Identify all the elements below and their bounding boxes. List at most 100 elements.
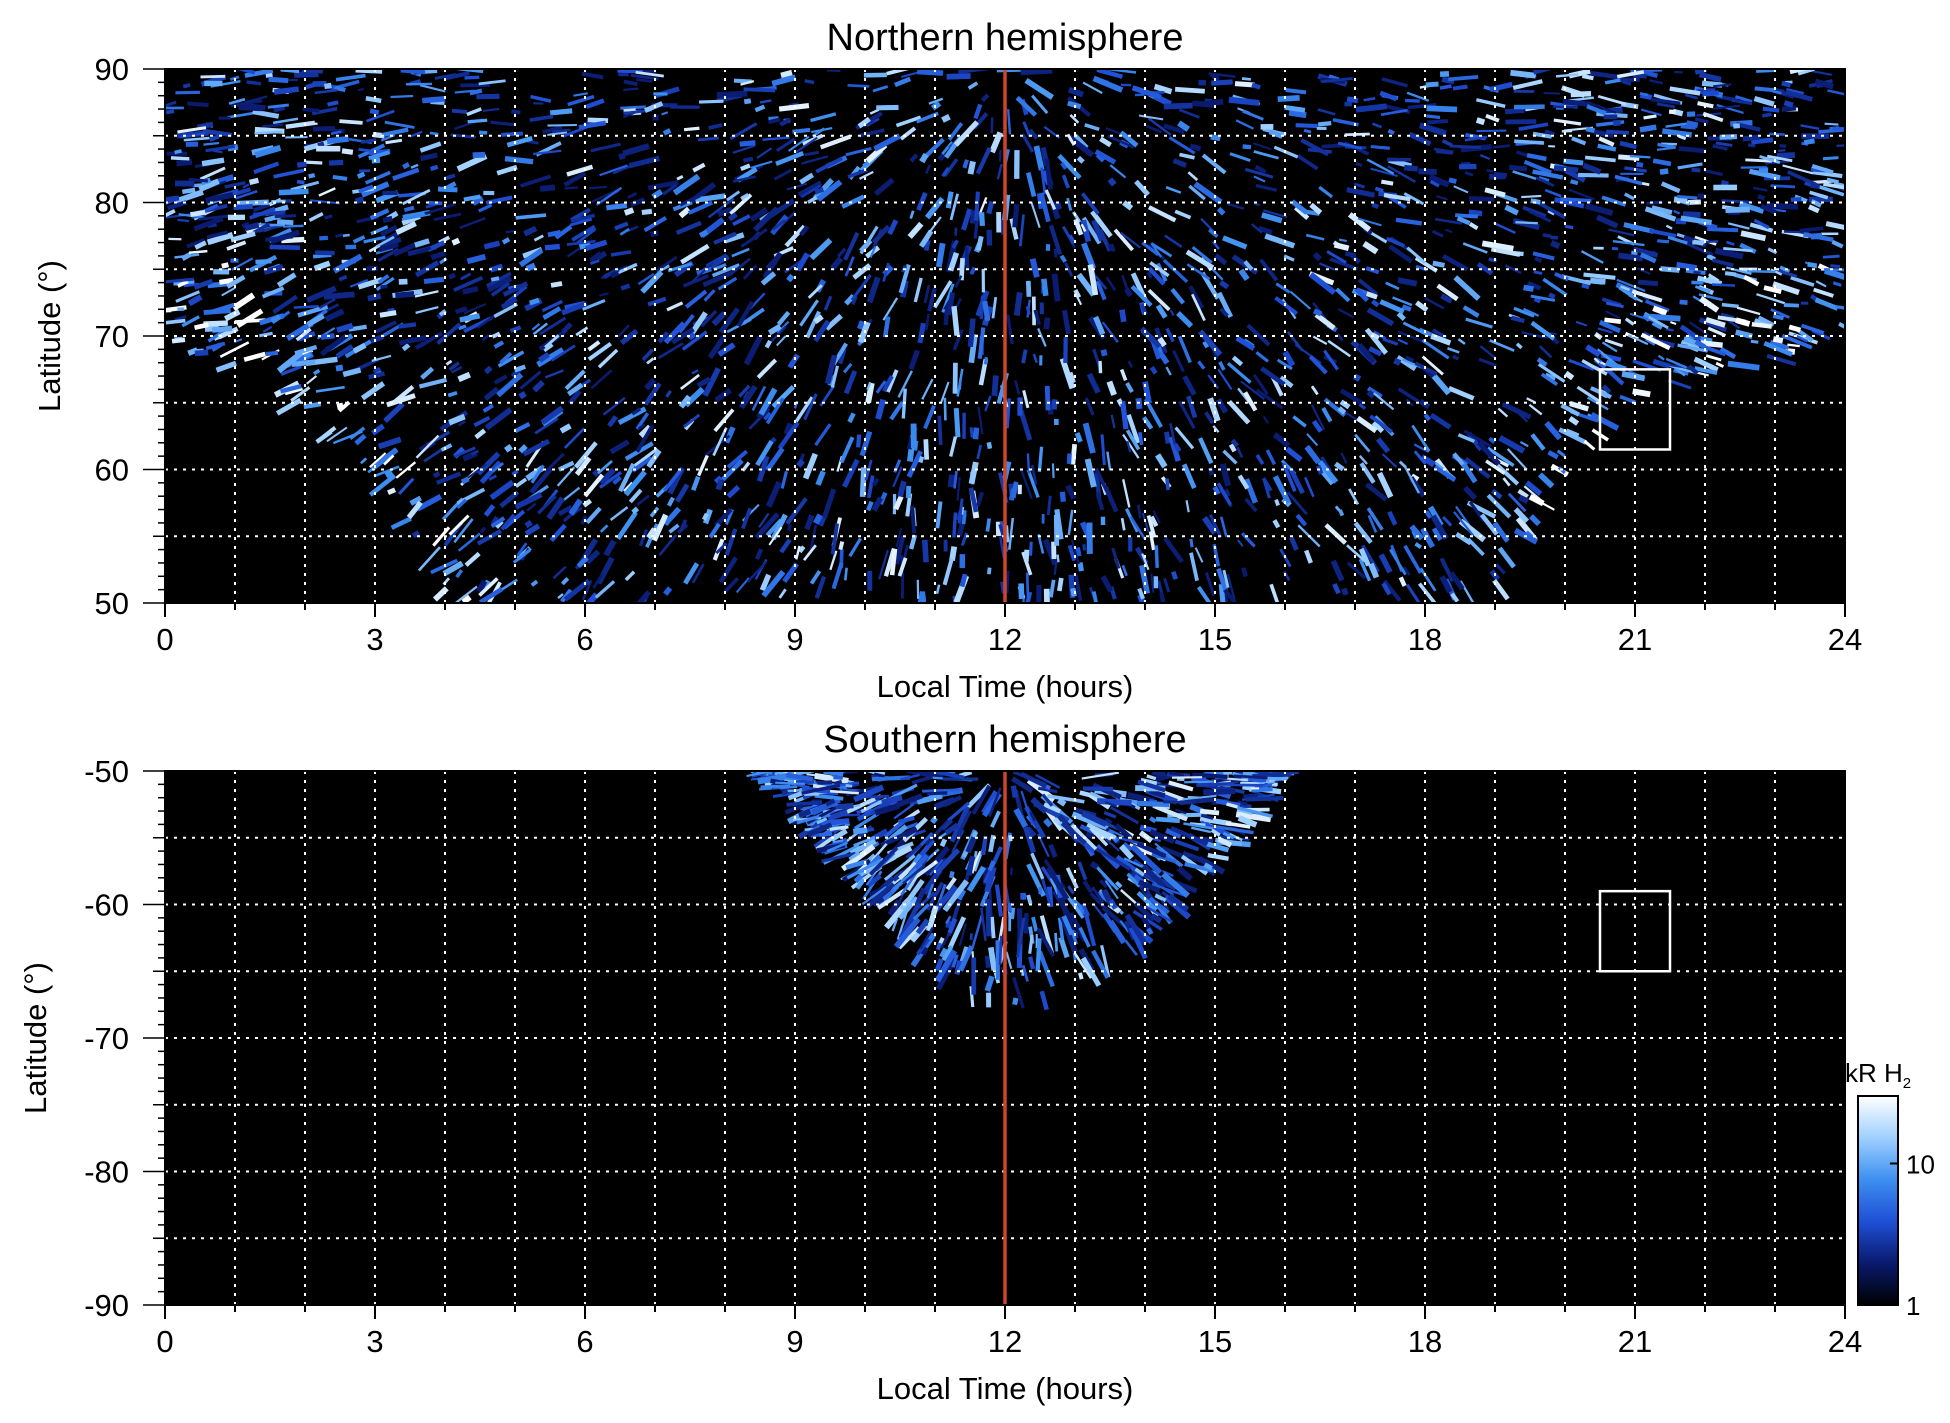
emission-streak — [395, 291, 415, 299]
emission-streak — [1061, 309, 1071, 335]
emission-streak — [1177, 335, 1192, 364]
emission-streak — [1155, 816, 1181, 824]
emission-streak — [1660, 181, 1681, 194]
emission-streak — [996, 163, 1003, 180]
emission-streak — [787, 524, 792, 532]
emission-streak — [313, 260, 331, 272]
emission-streak — [1434, 217, 1463, 225]
emission-streak — [423, 276, 445, 284]
emission-streak — [844, 256, 855, 277]
emission-streak — [1636, 161, 1644, 168]
emission-streak — [1367, 514, 1378, 533]
emission-streak — [776, 320, 790, 334]
emission-streak — [1186, 395, 1198, 419]
emission-streak — [921, 378, 934, 400]
emission-streak — [1204, 411, 1215, 425]
emission-streak — [283, 224, 304, 228]
emission-streak — [1025, 306, 1031, 315]
emission-streak — [743, 87, 776, 93]
emission-streak — [1226, 361, 1252, 384]
emission-streak — [571, 224, 596, 242]
emission-streak — [1373, 330, 1387, 341]
emission-streak — [1285, 446, 1303, 463]
emission-streak — [1582, 162, 1602, 175]
emission-streak — [1564, 168, 1586, 183]
emission-streak — [881, 794, 903, 806]
emission-streak — [802, 544, 817, 562]
emission-streak — [1207, 374, 1220, 390]
emission-streak — [226, 240, 247, 251]
emission-streak — [1230, 438, 1240, 448]
emission-streak — [1286, 491, 1308, 516]
emission-streak — [518, 391, 527, 400]
x-tick-label: 15 — [1198, 1324, 1232, 1359]
emission-streak — [807, 284, 823, 299]
emission-streak — [1103, 817, 1113, 826]
emission-streak — [1100, 349, 1108, 357]
emission-streak — [778, 588, 787, 599]
emission-streak — [192, 183, 204, 188]
emission-streak — [1721, 199, 1752, 204]
emission-streak — [1219, 463, 1232, 487]
colorbar-ticks: 110 — [1890, 1150, 1935, 1321]
emission-streak — [726, 190, 741, 202]
emission-streak — [1304, 549, 1313, 564]
emission-streak — [504, 443, 513, 453]
emission-streak — [1448, 75, 1479, 82]
emission-streak — [177, 279, 189, 288]
emission-streak — [1174, 839, 1200, 852]
emission-streak — [1122, 433, 1140, 459]
emission-streak — [636, 494, 650, 506]
emission-streak — [1165, 827, 1182, 839]
emission-streak — [1711, 283, 1736, 287]
emission-streak — [923, 284, 931, 304]
emission-streak — [1619, 140, 1637, 150]
emission-streak — [939, 947, 949, 959]
emission-streak — [1547, 450, 1559, 460]
emission-streak — [211, 325, 233, 333]
emission-streak — [401, 343, 411, 352]
emission-streak — [1694, 339, 1707, 350]
emission-streak — [907, 221, 924, 239]
emission-streak — [1493, 144, 1511, 149]
emission-streak — [807, 195, 818, 204]
emission-streak — [1163, 123, 1185, 135]
emission-streak — [1785, 87, 1804, 96]
emission-streak — [1227, 783, 1264, 787]
emission-streak — [1526, 153, 1547, 162]
emission-streak — [1560, 197, 1592, 203]
emission-streak — [696, 376, 712, 388]
emission-streak — [1772, 281, 1800, 296]
emission-streak — [1605, 310, 1621, 320]
emission-streak — [667, 262, 693, 273]
emission-streak — [415, 306, 439, 314]
emission-streak — [1544, 188, 1562, 198]
emission-streak — [1168, 136, 1196, 155]
emission-streak — [926, 883, 935, 899]
emission-streak — [1096, 69, 1123, 79]
emission-streak — [968, 461, 979, 485]
emission-streak — [1061, 174, 1070, 189]
emission-streak — [945, 920, 953, 929]
emission-streak — [419, 84, 446, 93]
emission-streak — [1197, 360, 1206, 370]
emission-streak — [1693, 356, 1719, 373]
emission-streak — [1219, 307, 1229, 318]
x-tick-label: 6 — [576, 622, 593, 657]
emission-streak — [478, 203, 493, 213]
emission-streak — [1533, 296, 1542, 304]
emission-streak — [1619, 394, 1637, 405]
emission-streak — [318, 187, 336, 197]
emission-streak — [629, 197, 646, 208]
emission-streak — [1810, 183, 1821, 189]
emission-streak — [1281, 462, 1297, 493]
emission-streak — [1430, 333, 1452, 346]
emission-streak — [1141, 512, 1150, 533]
emission-streak — [961, 510, 967, 525]
emission-streak — [306, 285, 337, 303]
emission-streak — [1601, 341, 1618, 353]
emission-streak — [756, 147, 773, 159]
emission-streak — [923, 439, 930, 460]
emission-streak — [1614, 174, 1643, 186]
emission-streak — [939, 838, 948, 848]
